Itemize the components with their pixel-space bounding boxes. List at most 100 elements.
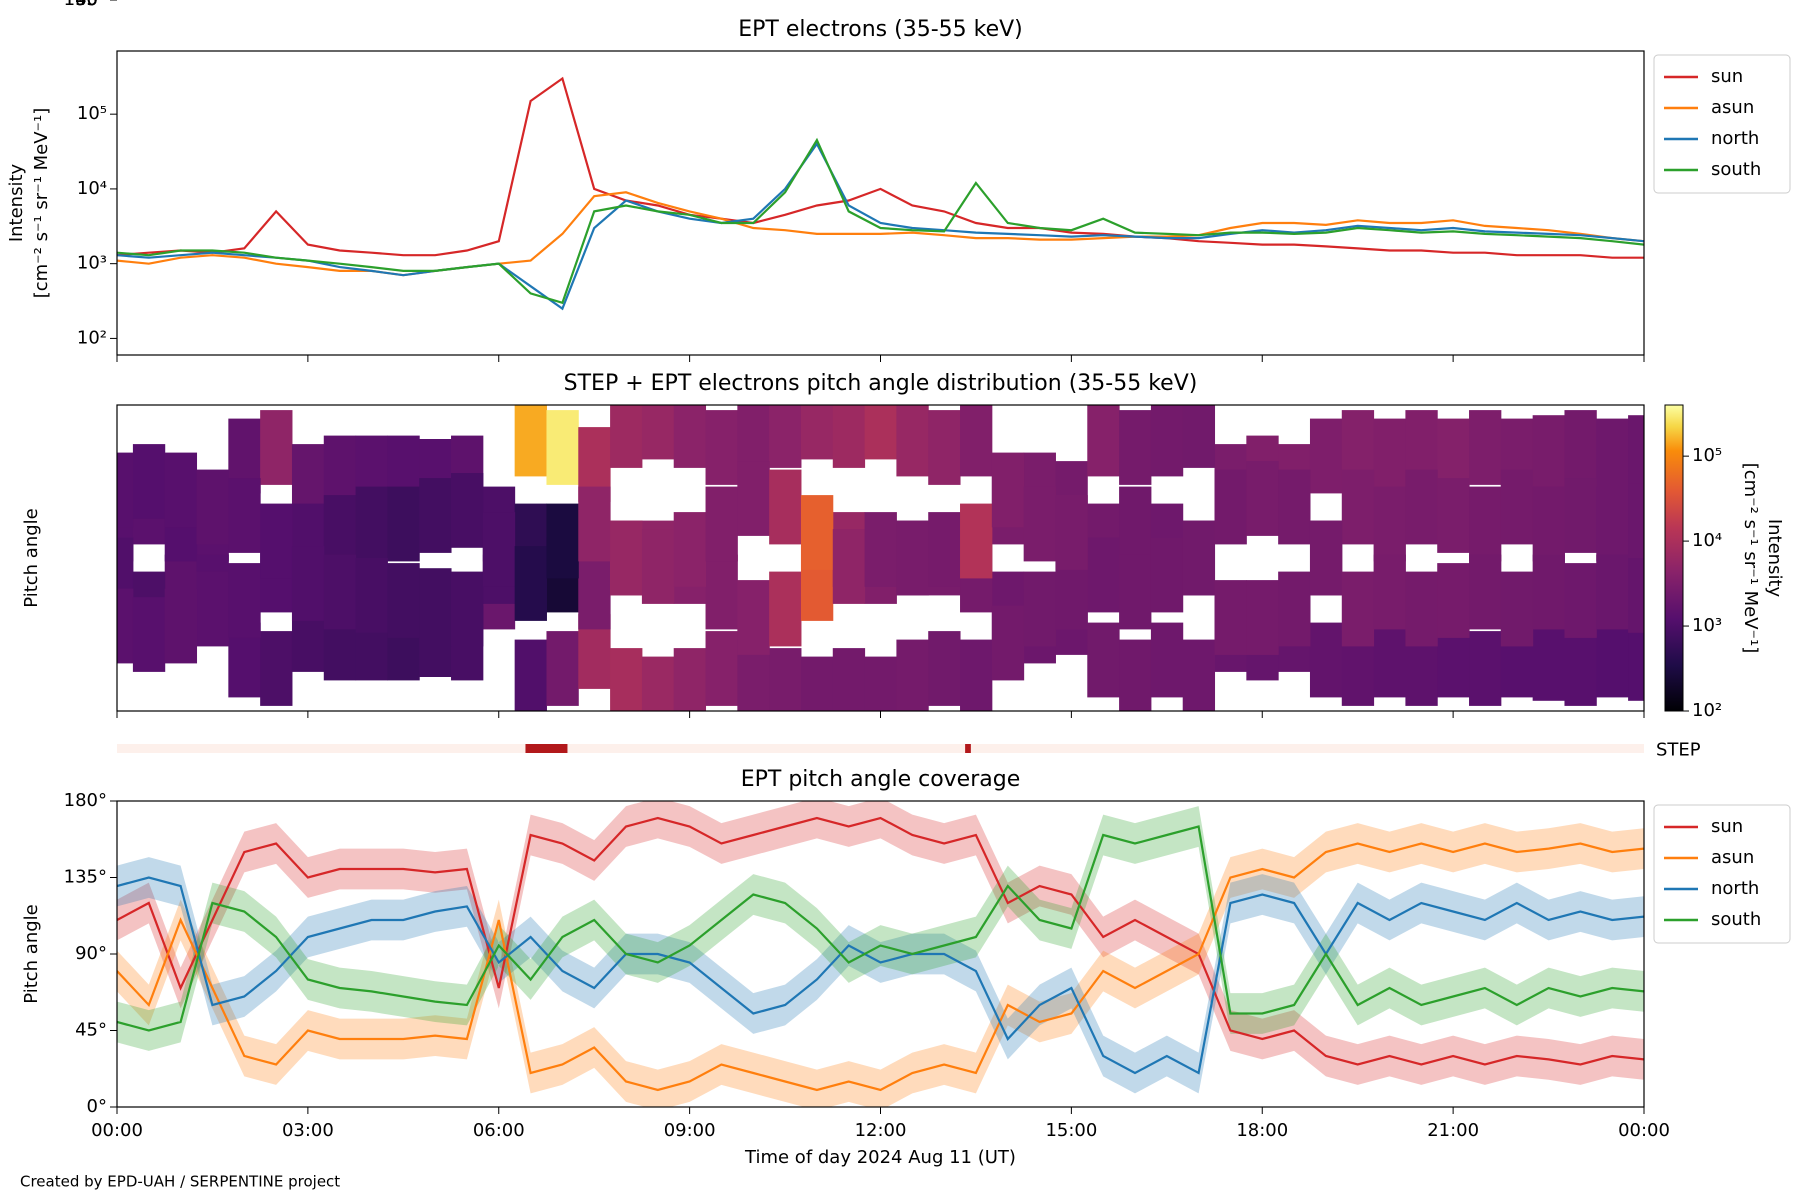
heat-cell bbox=[1596, 622, 1629, 698]
y-tick-label: 180° bbox=[64, 0, 107, 10]
heat-cell bbox=[610, 648, 643, 711]
legend-label: south bbox=[1711, 159, 1761, 180]
series-line bbox=[117, 876, 1644, 1075]
heat-cell bbox=[1500, 571, 1534, 647]
heat-cell bbox=[1278, 469, 1311, 545]
heat-cell bbox=[323, 554, 357, 630]
heat-cell bbox=[1405, 469, 1438, 545]
heat-cell bbox=[1150, 405, 1184, 477]
heat-cell bbox=[164, 452, 198, 528]
heat-cell bbox=[641, 529, 675, 604]
timeline-label: STEP bbox=[1656, 740, 1701, 761]
heat-cell bbox=[1087, 622, 1120, 698]
heat-cell bbox=[1564, 410, 1597, 485]
heat-cell bbox=[673, 648, 707, 711]
y-axis-label: Intensity bbox=[6, 163, 27, 242]
series-line bbox=[117, 76, 1644, 259]
heat-cell bbox=[737, 461, 770, 536]
x-tick-label: 12:00 bbox=[855, 1120, 907, 1141]
heat-cell bbox=[1373, 622, 1406, 698]
heat-cell bbox=[387, 563, 420, 638]
heat-cell bbox=[1469, 410, 1502, 485]
heat-cell bbox=[769, 469, 802, 545]
heat-cell bbox=[1309, 520, 1343, 596]
heat-cell bbox=[1182, 520, 1216, 596]
legend-label: north bbox=[1711, 878, 1759, 899]
heat-cell bbox=[196, 571, 229, 647]
heat-cell bbox=[800, 405, 834, 460]
series-line bbox=[117, 825, 1644, 1032]
heat-cell bbox=[514, 546, 547, 621]
heat-cell bbox=[1246, 461, 1279, 536]
heat-cell bbox=[705, 486, 738, 562]
y-tick-label: 10³ bbox=[77, 253, 107, 274]
heat-cell bbox=[451, 473, 484, 548]
timeline-background bbox=[117, 744, 1644, 753]
legend-label: asun bbox=[1711, 847, 1754, 868]
heat-cell bbox=[991, 605, 1025, 681]
coverage-band bbox=[117, 806, 1644, 1051]
coverage-band bbox=[117, 857, 1644, 1094]
heat-cell bbox=[1628, 626, 1644, 701]
heat-cell bbox=[864, 405, 897, 460]
heat-cell bbox=[928, 410, 961, 485]
heat-cell bbox=[228, 563, 261, 638]
heat-cell bbox=[514, 639, 547, 711]
timeline-interval bbox=[965, 744, 971, 753]
heat-cell bbox=[1373, 486, 1406, 562]
heat-cell bbox=[546, 631, 579, 706]
heat-cell bbox=[737, 580, 770, 655]
y-tick-label: 45° bbox=[75, 1020, 107, 1041]
heat-cell bbox=[1532, 486, 1565, 562]
heat-cell bbox=[164, 588, 198, 664]
heat-cell bbox=[673, 405, 707, 468]
x-tick-label: 15:00 bbox=[1045, 1120, 1097, 1141]
heat-cell bbox=[1564, 563, 1597, 638]
heat-cell bbox=[355, 558, 388, 633]
heat-cell bbox=[641, 656, 675, 711]
heat-cell bbox=[1119, 410, 1152, 485]
heat-cell bbox=[1023, 571, 1056, 647]
heat-cell bbox=[832, 405, 866, 468]
heat-cell bbox=[260, 503, 293, 579]
x-tick-label: 09:00 bbox=[664, 1120, 716, 1141]
heat-cell bbox=[117, 588, 134, 664]
x-tick-label: 00:00 bbox=[1618, 1120, 1670, 1141]
colorbar bbox=[1664, 404, 1684, 712]
heat-cell bbox=[196, 469, 229, 545]
y-tick-label: 0° bbox=[87, 0, 107, 10]
heat-cell bbox=[1437, 478, 1470, 553]
heat-cell bbox=[769, 648, 802, 711]
y-tick-label: 10⁵ bbox=[77, 103, 107, 124]
heat-cell bbox=[419, 478, 452, 553]
heat-cell bbox=[769, 571, 802, 647]
heat-cell bbox=[1087, 537, 1120, 613]
heat-cell bbox=[610, 405, 643, 468]
coverage-band bbox=[117, 823, 1644, 1107]
heat-cell bbox=[960, 405, 993, 477]
heat-cell bbox=[864, 512, 897, 587]
heat-cell bbox=[482, 512, 516, 587]
heat-cell bbox=[1628, 558, 1644, 633]
heat-cell bbox=[769, 405, 802, 468]
y-tick-label: 90° bbox=[75, 0, 107, 10]
heat-cell bbox=[928, 631, 961, 706]
heat-cell bbox=[1628, 415, 1644, 490]
heat-cell bbox=[260, 410, 293, 485]
legend-label: south bbox=[1711, 909, 1761, 930]
colorbar-tick-label: 10⁵ bbox=[1692, 445, 1722, 466]
y-tick-label: 10⁴ bbox=[77, 178, 107, 199]
heat-cell bbox=[1373, 418, 1406, 494]
heat-cell bbox=[1119, 639, 1152, 711]
heat-cell bbox=[673, 512, 707, 587]
heat-cell bbox=[1469, 554, 1502, 630]
heat-cell bbox=[1246, 580, 1279, 655]
heat-cell bbox=[1437, 563, 1470, 638]
heat-cell bbox=[1214, 580, 1247, 655]
heat-cell bbox=[896, 405, 929, 477]
heat-cell bbox=[132, 597, 166, 672]
heat-cell bbox=[1182, 405, 1216, 468]
plot-area bbox=[117, 801, 1644, 1107]
heat-cell bbox=[1532, 626, 1565, 701]
